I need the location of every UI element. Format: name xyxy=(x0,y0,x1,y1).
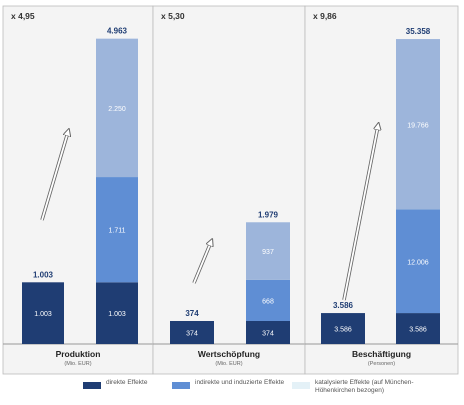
bar-stack-total-label-0: 4.963 xyxy=(107,27,128,36)
category-label-2: Beschäftigung xyxy=(352,349,411,359)
legend-item-indirect: indirekte und induzierte Effekte xyxy=(172,379,285,389)
bar-segment-label-indirect-1: 668 xyxy=(262,298,274,305)
legend-swatch-catalyzed xyxy=(292,382,310,389)
bar-direct-1 xyxy=(170,320,214,344)
legend-swatch-direct xyxy=(83,382,101,389)
bar-direct-total-label-0: 1.003 xyxy=(33,270,54,279)
bar-segment-indirect-2 xyxy=(396,209,440,314)
growth-arrow-1 xyxy=(193,242,211,284)
legend-item-direct: direkte Effekte xyxy=(83,379,186,389)
category-unit-2: (Personen) xyxy=(368,361,395,367)
legend: direkte Effekte indirekte und induzierte… xyxy=(0,379,464,405)
legend-label-catalyzed: katalysierte Effekte (auf München-Höhenk… xyxy=(315,379,414,394)
bar-segment-label-direct-1: 374 xyxy=(262,330,274,337)
category-label-0: Produktion xyxy=(56,349,101,359)
bar-direct-inner-label-1: 374 xyxy=(186,330,198,337)
bar-segment-label-catalyzed-0: 2.250 xyxy=(108,106,126,113)
category-label-1: Wertschöpfung xyxy=(198,349,260,359)
bar-segment-label-indirect-2: 12.006 xyxy=(407,259,429,266)
bar-stack-total-label-1: 1.979 xyxy=(258,210,279,219)
bar-direct-0 xyxy=(22,282,64,344)
bar-segment-catalyzed-1 xyxy=(246,222,290,280)
bar-segment-indirect-0 xyxy=(96,177,138,283)
bar-segment-indirect-1 xyxy=(246,279,290,321)
bar-segment-catalyzed-0 xyxy=(96,38,138,178)
growth-arrow-0 xyxy=(41,132,68,221)
growth-arrow-2 xyxy=(343,126,378,301)
multiplier-label-2: x 9,86 xyxy=(313,11,337,21)
legend-label-indirect: indirekte und induzierte Effekte xyxy=(195,379,285,386)
bar-segment-direct-0 xyxy=(96,282,138,344)
bar-segment-direct-2 xyxy=(396,313,440,344)
bar-stack-total-label-2: 35.358 xyxy=(406,27,431,36)
category-unit-0: (Mio. EUR) xyxy=(64,361,91,367)
multiplier-label-0: x 4,95 xyxy=(11,11,35,21)
bar-segment-label-direct-0: 1.003 xyxy=(108,311,126,318)
bar-direct-total-label-2: 3.586 xyxy=(333,301,354,310)
bar-direct-total-label-1: 374 xyxy=(185,309,199,318)
bar-segment-label-catalyzed-2: 19.766 xyxy=(407,122,429,129)
bar-segment-label-indirect-0: 1.711 xyxy=(109,228,126,235)
multiplier-label-1: x 5,30 xyxy=(161,11,185,21)
bar-direct-2 xyxy=(321,313,365,344)
bar-segment-direct-1 xyxy=(246,320,290,344)
bar-segment-label-catalyzed-1: 937 xyxy=(262,249,274,256)
bar-direct-inner-label-0: 1.003 xyxy=(34,311,52,318)
category-unit-1: (Mio. EUR) xyxy=(215,361,242,367)
bar-segment-catalyzed-2 xyxy=(396,39,440,210)
legend-item-catalyzed: katalysierte Effekte (auf München-Höhenk… xyxy=(292,379,425,395)
legend-swatch-indirect xyxy=(172,382,190,389)
bar-direct-inner-label-2: 3.586 xyxy=(334,327,352,334)
bar-segment-label-direct-2: 3.586 xyxy=(409,327,427,334)
legend-label-direct: direkte Effekte xyxy=(106,379,148,386)
